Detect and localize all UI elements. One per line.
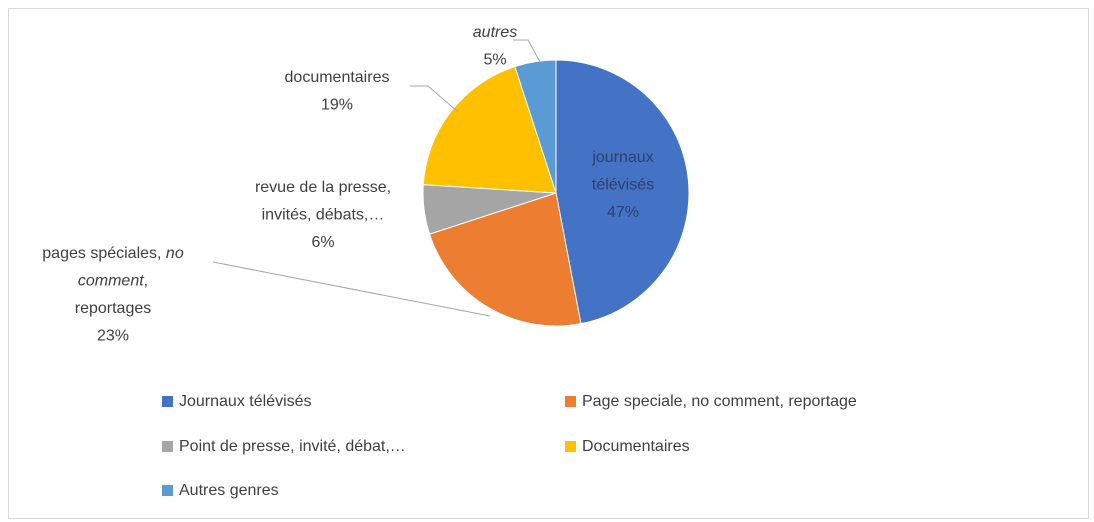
legend-label: Autres genres [179,482,279,499]
legend-swatch [565,441,576,452]
label-piece: revue de la presse, [255,179,391,196]
data-label-value: 19% [321,97,353,114]
label-piece: autres [473,24,517,41]
leader-line [212,261,491,317]
legend-swatch [162,441,173,452]
legend-swatch [565,396,576,407]
pie-slice [422,65,557,194]
label-piece: pages spéciales, [42,245,166,262]
legend-label: Point de presse, invité, débat,… [179,438,406,455]
data-label-value: 47% [607,204,639,221]
label-piece: comment [78,273,144,290]
data-label-name: télévisés [592,177,654,194]
pie-slice [555,59,690,325]
data-label-name: reportages [75,300,152,317]
data-label-name: comment, [78,273,148,290]
leader-line [410,85,459,113]
label-piece: documentaires [285,69,390,86]
data-label-name: invités, débats,… [262,207,385,224]
legend-label: Journaux télévisés [179,393,312,410]
data-label-value: 23% [97,328,129,345]
data-label-name: documentaires [285,69,390,86]
label-piece: invités, débats,… [262,207,385,224]
label-piece: reportages [75,300,152,317]
pie-slice [514,59,557,194]
data-label-name: pages spéciales, no [42,245,184,262]
legend-label: Documentaires [582,438,690,455]
data-label-name: autres [473,24,517,41]
leader-line [513,39,541,63]
legend-label: Page speciale, no comment, reportage [582,393,857,410]
legend-swatch [162,396,173,407]
label-piece: no [166,245,184,262]
label-piece: , [144,273,148,290]
data-label-name: journaux [591,149,653,166]
data-label-name: revue de la presse, [255,179,391,196]
data-label-value: 5% [483,52,506,69]
pie-slice [428,192,582,327]
label-piece: télévisés [592,177,654,194]
label-piece: journaux [591,149,653,166]
legend-swatch [162,485,173,496]
data-label-value: 6% [311,234,334,251]
